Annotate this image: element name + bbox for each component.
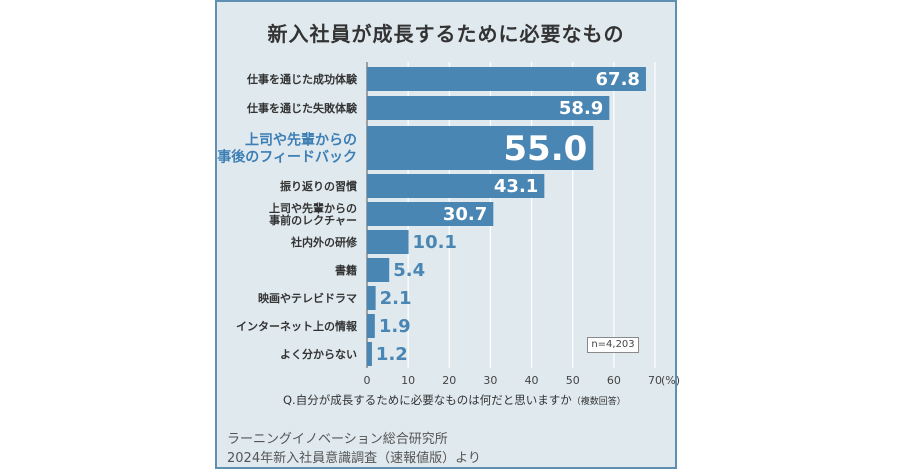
category-label: インターネット上の情報 <box>236 319 358 333</box>
x-tick-label: 70 <box>648 374 662 387</box>
source-survey: 2024年新入社員意識調査（速報値版）より <box>227 451 481 466</box>
x-tick-label: 40 <box>525 374 539 387</box>
value-label: 58.9 <box>559 98 603 119</box>
bar <box>367 258 390 282</box>
category-label: 上司や先輩からの事後のフィードバック <box>217 131 357 165</box>
value-label: 10.1 <box>413 232 457 253</box>
x-tick-label: 10 <box>401 374 415 387</box>
bar <box>367 314 375 338</box>
bar <box>367 342 372 366</box>
bar <box>367 286 376 310</box>
category-label: 書籍 <box>335 263 357 277</box>
bar <box>367 230 409 254</box>
bar <box>367 96 610 120</box>
bar <box>367 67 646 91</box>
sample-size-box: n=4,203 <box>587 337 639 353</box>
value-label: 55.0 <box>503 129 587 169</box>
category-label: 映画やテレビドラマ <box>258 291 357 305</box>
category-label: 仕事を通じた成功体験 <box>246 72 358 86</box>
source-organization: ラーニングイノベーション総合研究所 <box>227 432 448 447</box>
x-axis-unit: (%) <box>661 374 680 387</box>
survey-question: Q.自分が成長するために必要なものは何だと思いますか（複数回答） <box>283 392 678 408</box>
chart-title: 新入社員が成長するために必要なもの <box>267 22 625 46</box>
category-label: よく分からない <box>280 347 357 361</box>
value-label: 67.8 <box>596 69 640 90</box>
value-label: 43.1 <box>494 176 538 197</box>
question-note: （複数回答） <box>571 397 626 407</box>
category-label: 社内外の研修 <box>290 235 358 249</box>
bar <box>367 174 545 198</box>
question-text: Q.自分が成長するために必要なものは何だと思いますか <box>283 393 572 407</box>
value-label: 2.1 <box>380 288 412 309</box>
bar <box>367 202 494 226</box>
x-tick-label: 20 <box>442 374 456 387</box>
x-tick-label: 30 <box>483 374 497 387</box>
x-tick-label: 0 <box>364 374 371 387</box>
value-label: 5.4 <box>393 260 425 281</box>
value-label: 30.7 <box>443 204 487 225</box>
x-tick-label: 50 <box>566 374 580 387</box>
value-label: 1.9 <box>379 316 411 337</box>
category-label: 振り返りの習慣 <box>280 179 357 193</box>
category-label: 上司や先輩からの事前のレクチャー <box>269 201 357 227</box>
x-tick-label: 60 <box>607 374 621 387</box>
value-label: 1.2 <box>376 344 408 365</box>
bar <box>367 126 594 170</box>
category-label: 仕事を通じた失敗体験 <box>246 101 358 115</box>
